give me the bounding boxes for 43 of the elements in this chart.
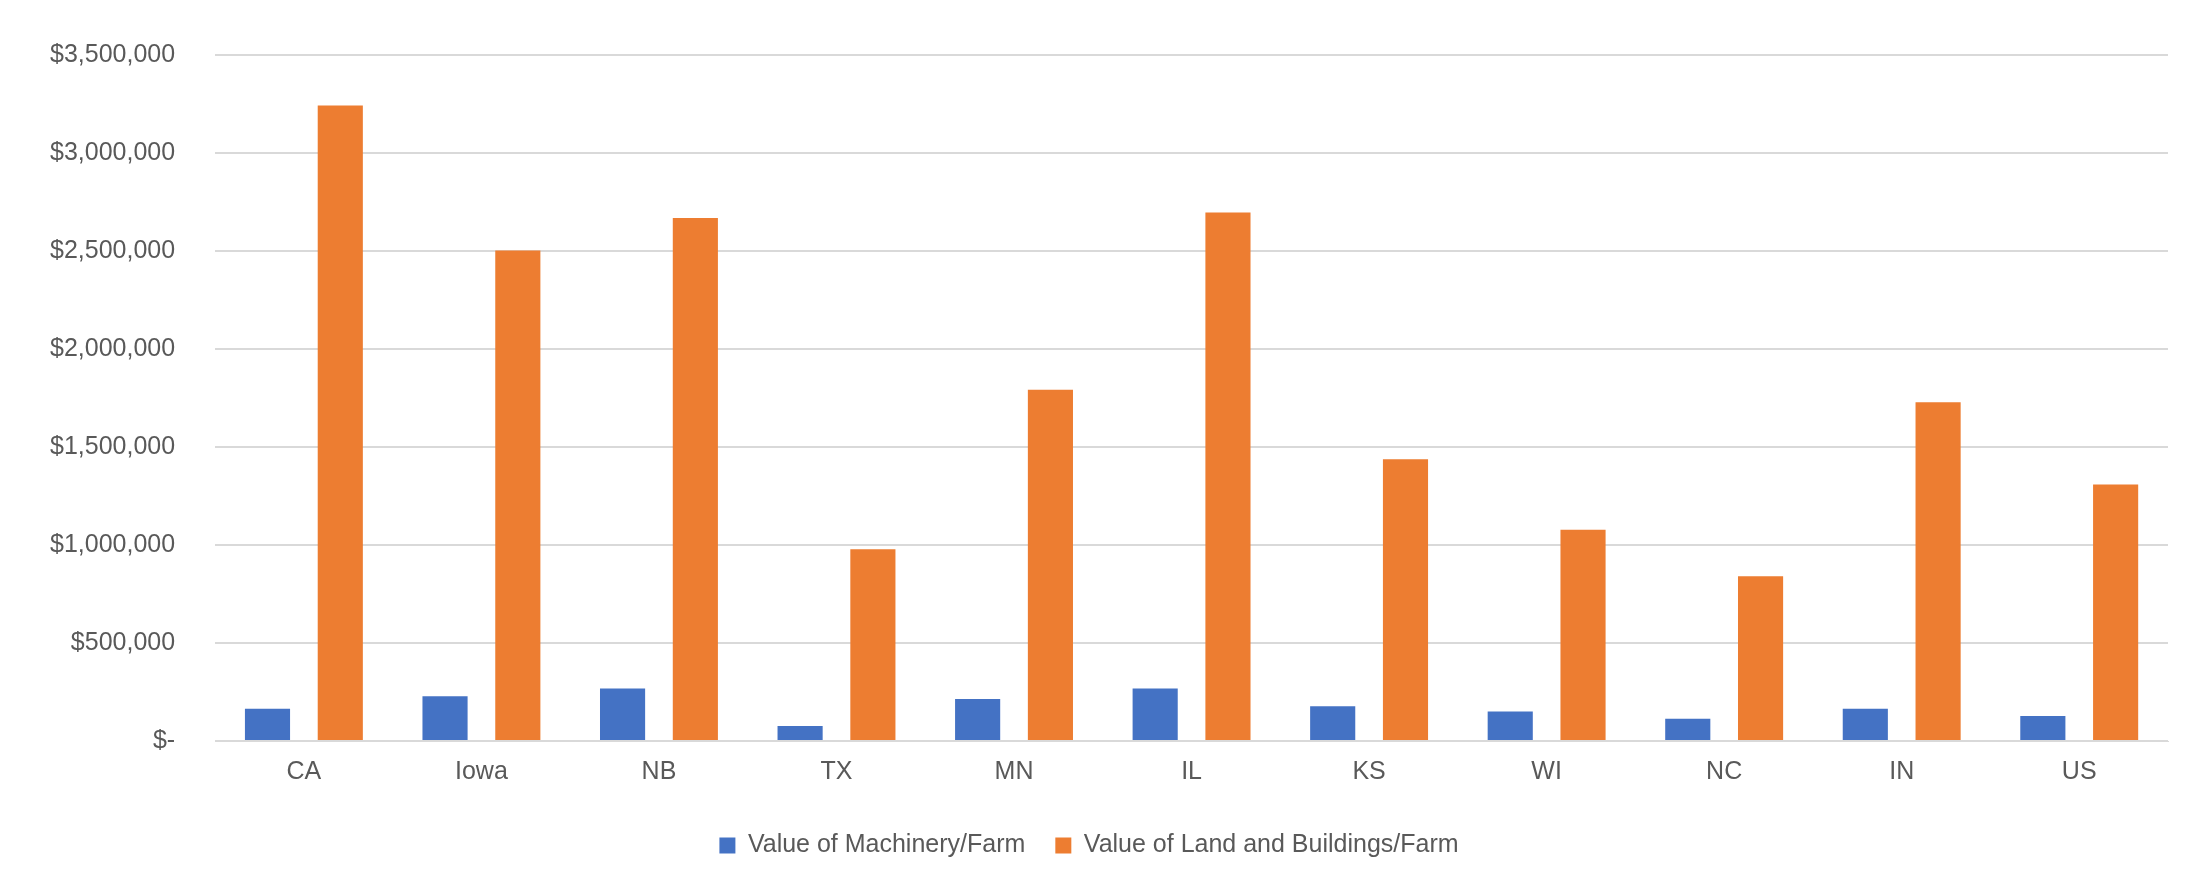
x-tick-label: Iowa bbox=[455, 755, 508, 784]
legend-label: Value of Land and Buildings/Farm bbox=[1083, 829, 1459, 858]
bar bbox=[1915, 402, 1961, 740]
y-tick-label: $- bbox=[152, 724, 176, 753]
bar bbox=[1132, 688, 1178, 740]
y-tick-label: $3,500,000 bbox=[50, 38, 176, 67]
x-tick-label: IL bbox=[1181, 755, 1203, 784]
bar bbox=[672, 217, 718, 740]
x-tick-label: NB bbox=[641, 755, 677, 784]
bar bbox=[1205, 212, 1251, 740]
bar bbox=[1027, 389, 1073, 740]
bar bbox=[955, 699, 1001, 740]
bar bbox=[1842, 708, 1888, 740]
bar bbox=[495, 250, 541, 740]
bar bbox=[1310, 706, 1356, 740]
bar bbox=[2020, 716, 2066, 740]
y-tick-label: $1,500,000 bbox=[50, 430, 176, 459]
bar bbox=[600, 688, 646, 740]
x-tick-label: KS bbox=[1352, 755, 1386, 784]
bar bbox=[1665, 718, 1711, 740]
bar bbox=[1382, 459, 1429, 740]
bar bbox=[1487, 711, 1533, 740]
x-tick-label: CA bbox=[286, 755, 322, 784]
x-tick-label: US bbox=[2061, 755, 2097, 784]
bar bbox=[317, 105, 363, 740]
bar bbox=[244, 708, 291, 740]
bar bbox=[1560, 529, 1606, 740]
bar bbox=[2093, 484, 2139, 740]
bar bbox=[422, 696, 468, 740]
x-tick-label: TX bbox=[820, 755, 853, 784]
y-tick-label: $1,000,000 bbox=[50, 528, 176, 557]
y-tick-label: $3,000,000 bbox=[50, 136, 176, 165]
x-tick-label: IN bbox=[1889, 755, 1915, 784]
x-tick-label: MN bbox=[994, 755, 1034, 784]
bar bbox=[777, 725, 823, 740]
x-tick-label: WI bbox=[1531, 755, 1562, 784]
bar bbox=[850, 549, 896, 740]
y-tick-label: $2,000,000 bbox=[50, 332, 176, 361]
bar bbox=[1737, 576, 1784, 740]
y-tick-label: $500,000 bbox=[70, 626, 176, 655]
y-tick-label: $2,500,000 bbox=[50, 234, 176, 263]
x-tick-label: NC bbox=[1706, 755, 1743, 784]
legend-label: Value of Machinery/Farm bbox=[747, 829, 1026, 858]
